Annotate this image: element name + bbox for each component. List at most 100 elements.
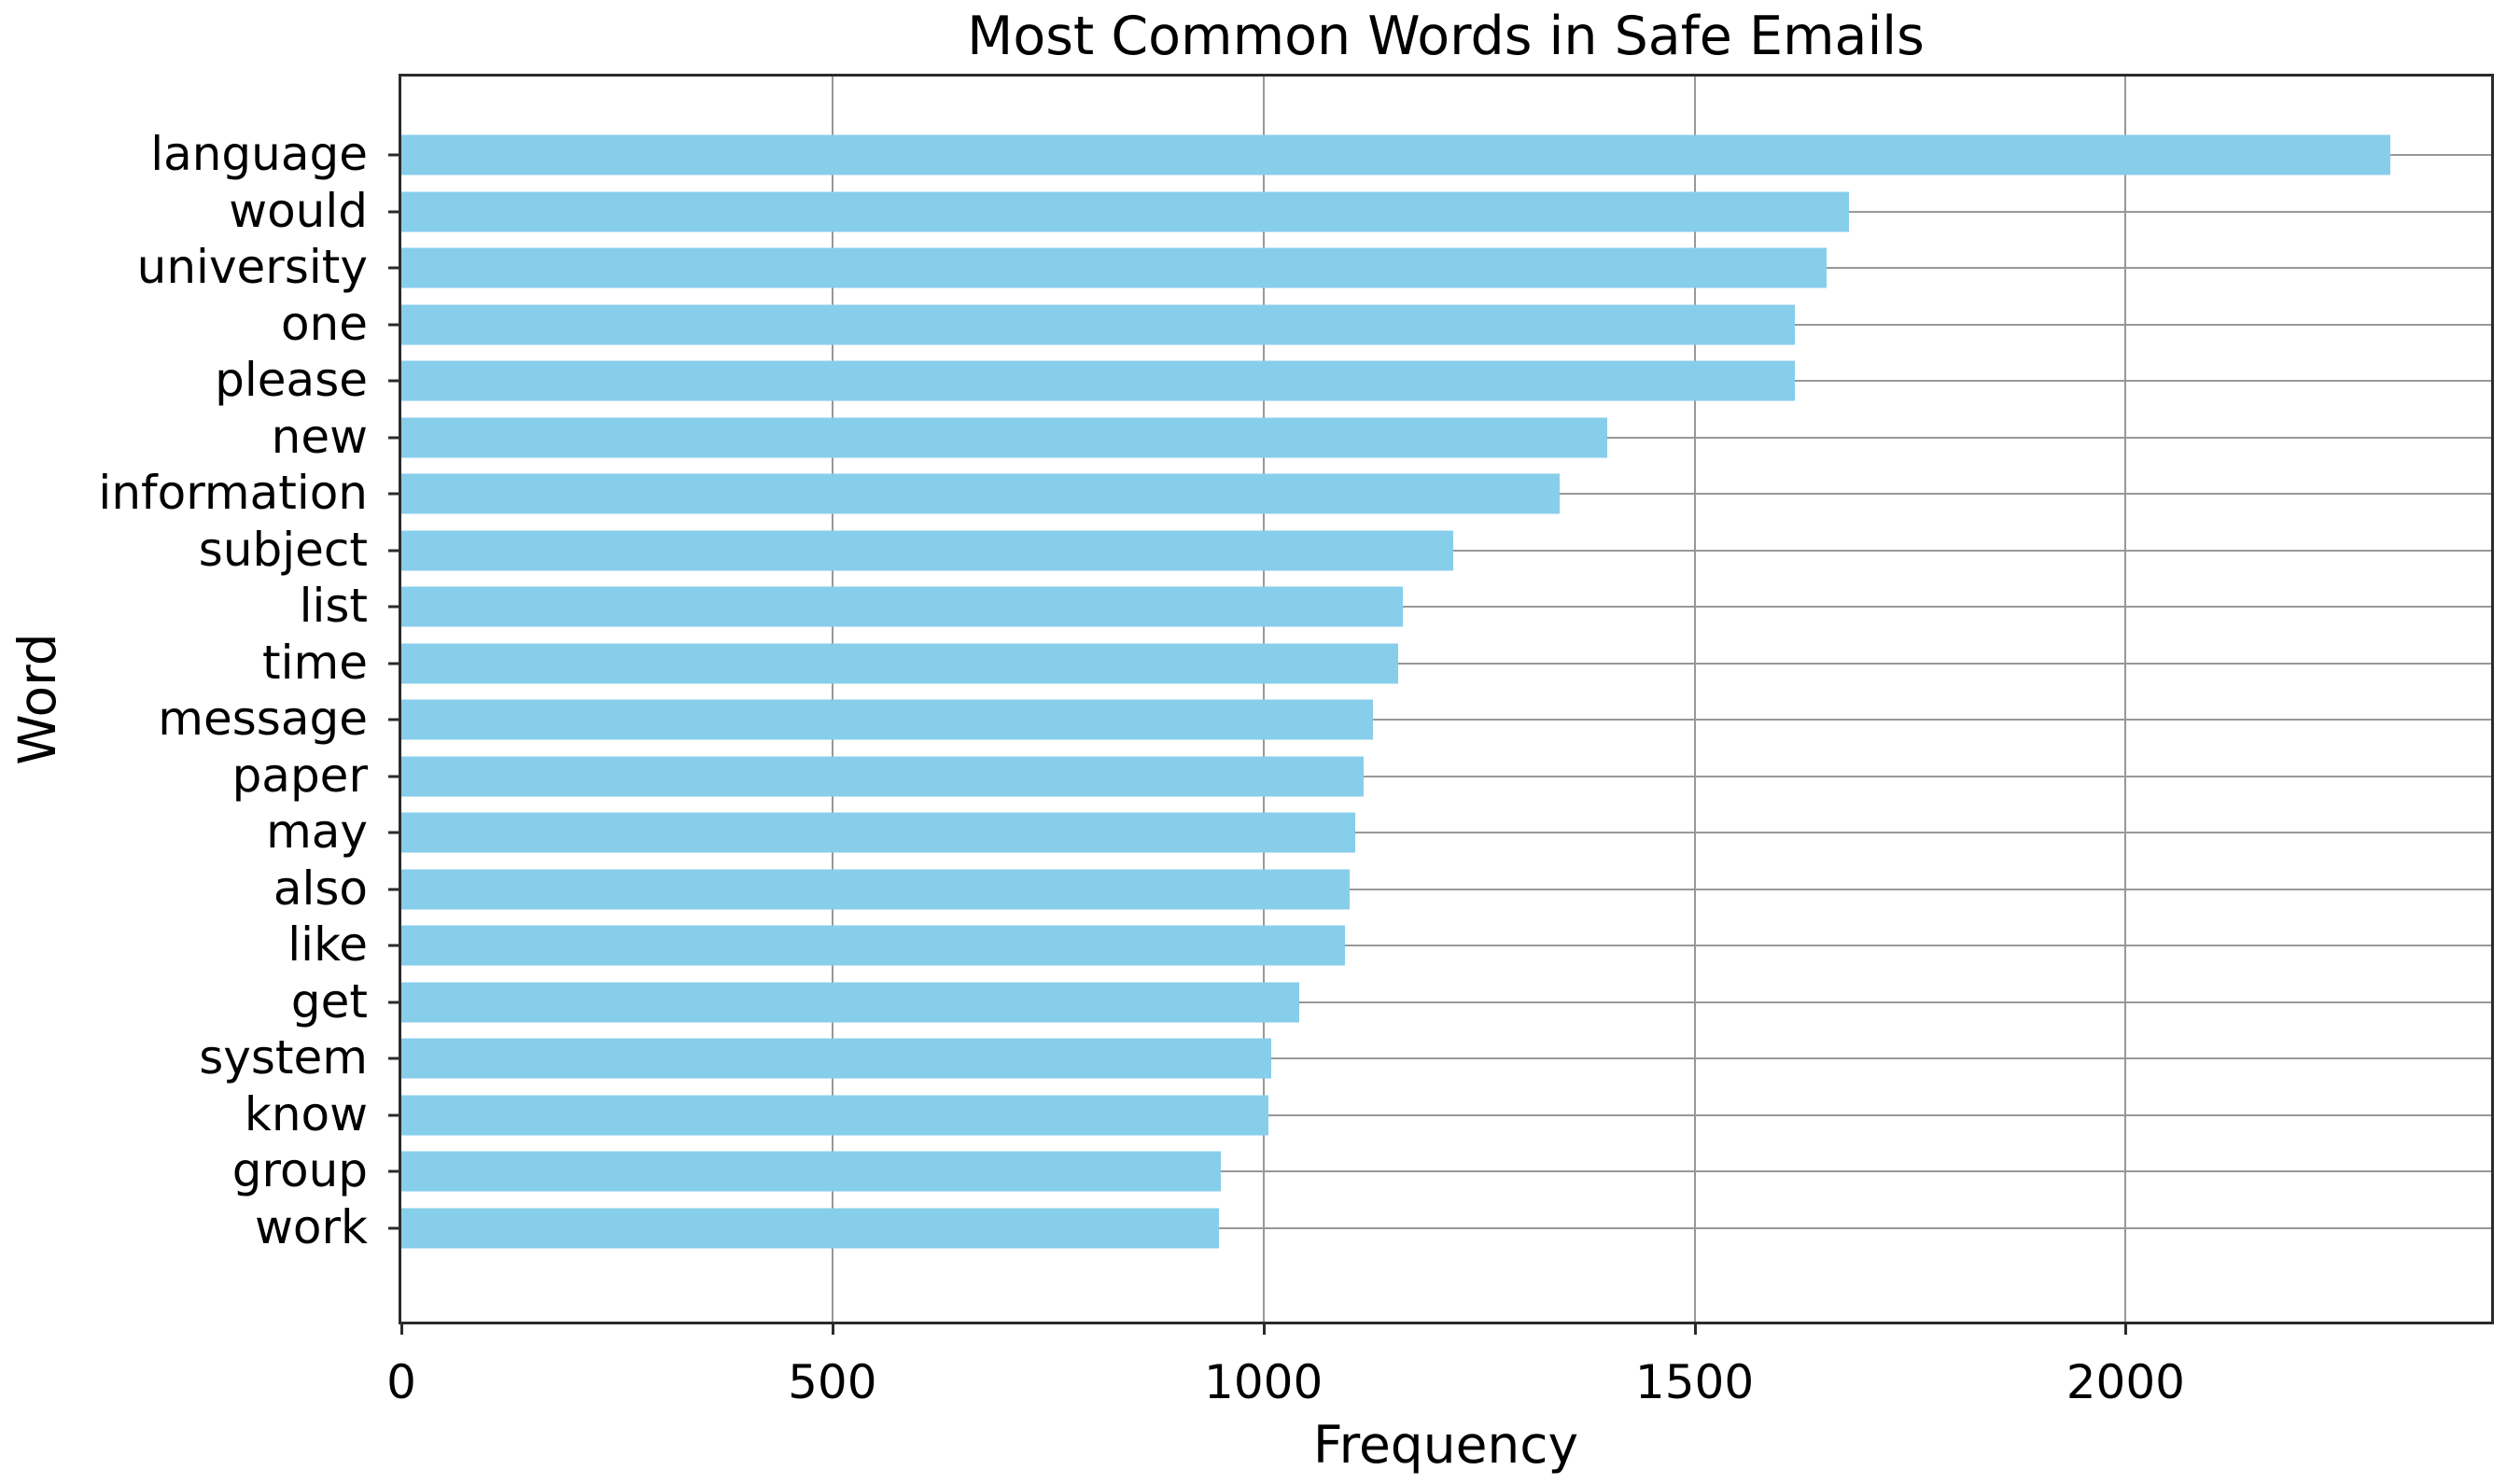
y-tick-label: one xyxy=(280,296,368,351)
y-tick-label: system xyxy=(199,1030,368,1085)
y-tick-label: like xyxy=(287,917,368,973)
y-tick-mark xyxy=(388,492,399,496)
bar-row: please xyxy=(215,353,2491,410)
x-tick-label: 500 xyxy=(788,1355,877,1409)
y-tick-label: list xyxy=(299,579,368,634)
y-axis-label: Word xyxy=(7,633,67,765)
bar-row: work xyxy=(255,1200,2491,1257)
bar-know xyxy=(401,1095,1269,1136)
y-tick-label: work xyxy=(255,1199,368,1254)
horizontal-gridline xyxy=(401,1057,2491,1060)
vertical-gridline xyxy=(2124,77,2127,1322)
y-tick-label: university xyxy=(136,240,368,295)
y-tick-mark xyxy=(388,379,399,383)
bar-system xyxy=(401,1038,1271,1079)
x-tick-mark xyxy=(1693,1322,1697,1335)
bar-subject xyxy=(401,530,1453,571)
y-tick-label: subject xyxy=(198,522,368,577)
x-tick-mark xyxy=(831,1322,834,1335)
y-tick-mark xyxy=(388,831,399,834)
bar-may xyxy=(401,812,1355,853)
bar-row: group xyxy=(232,1143,2491,1200)
y-tick-label: please xyxy=(215,353,368,408)
y-tick-label: time xyxy=(262,635,368,690)
y-tick-mark xyxy=(388,1169,399,1173)
y-tick-mark xyxy=(388,1001,399,1004)
bar-would xyxy=(401,191,1849,232)
bar-work xyxy=(401,1208,1219,1249)
y-tick-label: also xyxy=(273,861,368,916)
horizontal-gridline xyxy=(401,1226,2491,1229)
x-tick-label: 1000 xyxy=(1204,1355,1324,1409)
x-tick-mark xyxy=(1262,1322,1266,1335)
y-tick-mark xyxy=(388,1113,399,1117)
y-tick-label: information xyxy=(98,466,368,521)
y-tick-mark xyxy=(388,1057,399,1060)
y-tick-label: message xyxy=(158,692,368,747)
y-tick-mark xyxy=(388,718,399,721)
bar-row: one xyxy=(281,297,2491,354)
bar-get xyxy=(401,982,1299,1023)
bar-group xyxy=(401,1151,1222,1192)
x-tick-mark xyxy=(400,1322,403,1335)
y-tick-mark xyxy=(388,944,399,947)
y-tick-mark xyxy=(388,549,399,553)
horizontal-gridline xyxy=(401,888,2491,890)
bar-new xyxy=(401,417,1608,458)
y-tick-mark xyxy=(388,436,399,440)
y-tick-mark xyxy=(388,1226,399,1230)
horizontal-gridline xyxy=(401,1001,2491,1003)
bar-row: new xyxy=(272,410,2491,467)
y-tick-mark xyxy=(388,210,399,214)
bar-university xyxy=(401,247,1827,288)
horizontal-gridline xyxy=(401,1113,2491,1116)
horizontal-gridline xyxy=(401,606,2491,609)
bar-list xyxy=(401,586,1404,627)
bar-row: university xyxy=(137,240,2491,297)
y-tick-label: may xyxy=(266,805,368,860)
bar-paper xyxy=(401,756,1364,797)
bar-row: like xyxy=(287,917,2491,974)
bar-row: language xyxy=(150,127,2491,184)
vertical-gridline xyxy=(831,77,833,1322)
horizontal-gridline xyxy=(401,662,2491,665)
x-axis-label: Frequency xyxy=(1312,1415,1579,1475)
bar-rows: language would university one please new infor… xyxy=(98,77,2491,1322)
y-tick-mark xyxy=(388,888,399,891)
horizontal-gridline xyxy=(401,832,2491,834)
bar-row: know xyxy=(245,1087,2491,1144)
y-tick-mark xyxy=(388,323,399,327)
bar-row: information xyxy=(98,466,2491,523)
plot-area: language would university one please new infor… xyxy=(98,74,2494,1409)
x-tick-label: 2000 xyxy=(2066,1355,2185,1409)
bar-language xyxy=(401,134,2390,175)
y-tick-mark xyxy=(388,662,399,665)
vertical-gridline xyxy=(1262,77,1265,1322)
bar-row: message xyxy=(158,692,2491,749)
bar-row: may xyxy=(266,805,2491,861)
y-tick-mark xyxy=(388,605,399,609)
bar-also xyxy=(401,869,1351,910)
vertical-gridline xyxy=(1693,77,1696,1322)
y-tick-mark xyxy=(388,153,399,157)
y-tick-label: new xyxy=(271,409,368,464)
y-tick-label: paper xyxy=(231,748,368,803)
horizontal-gridline xyxy=(401,719,2491,721)
bar-row: also xyxy=(273,861,2491,918)
horizontal-gridline xyxy=(401,775,2491,777)
y-tick-label: get xyxy=(290,973,368,1029)
bar-row: subject xyxy=(199,523,2491,580)
bar-time xyxy=(401,643,1398,684)
chart-title: Most Common Words in Safe Emails xyxy=(967,6,1925,67)
y-tick-label: know xyxy=(244,1086,368,1141)
bar-row: would xyxy=(229,184,2491,241)
bar-row: time xyxy=(262,636,2491,693)
x-tick-mark xyxy=(2124,1322,2128,1335)
bar-one xyxy=(401,304,1795,345)
bar-row: get xyxy=(291,974,2491,1031)
x-tick-label: 1500 xyxy=(1634,1355,1755,1409)
y-tick-label: group xyxy=(231,1143,368,1198)
horizontal-gridline xyxy=(401,945,2491,947)
bar-information xyxy=(401,473,1561,514)
